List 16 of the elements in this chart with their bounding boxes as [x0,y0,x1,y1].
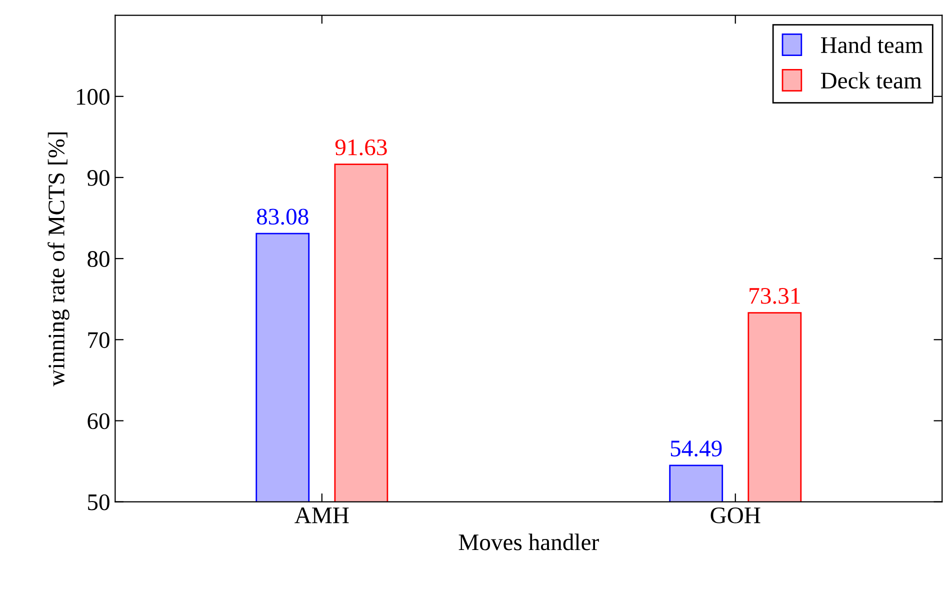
x-tick-label: AMH [294,507,349,524]
legend-label: Deck team [820,72,922,89]
y-tick-label: 100 [76,88,110,105]
data-label: 73.31 [750,288,800,304]
y-tick-label: 90 [87,170,110,186]
legend-label: Hand team [820,36,923,54]
x-axis-title: Moves handler [458,534,599,550]
data-label: 83.08 [256,208,308,225]
y-tick-label: 70 [88,332,110,348]
y-axis-title: winning rate of MCTS [%] [48,132,70,386]
y-tick-label: 80 [88,251,110,267]
y-tick-label: 50 [88,494,110,510]
x-tick-label: GOH [710,507,760,524]
data-label: 91.63 [335,139,387,156]
data-label: 54.49 [670,440,722,457]
y-tick-label: 60 [88,413,110,430]
